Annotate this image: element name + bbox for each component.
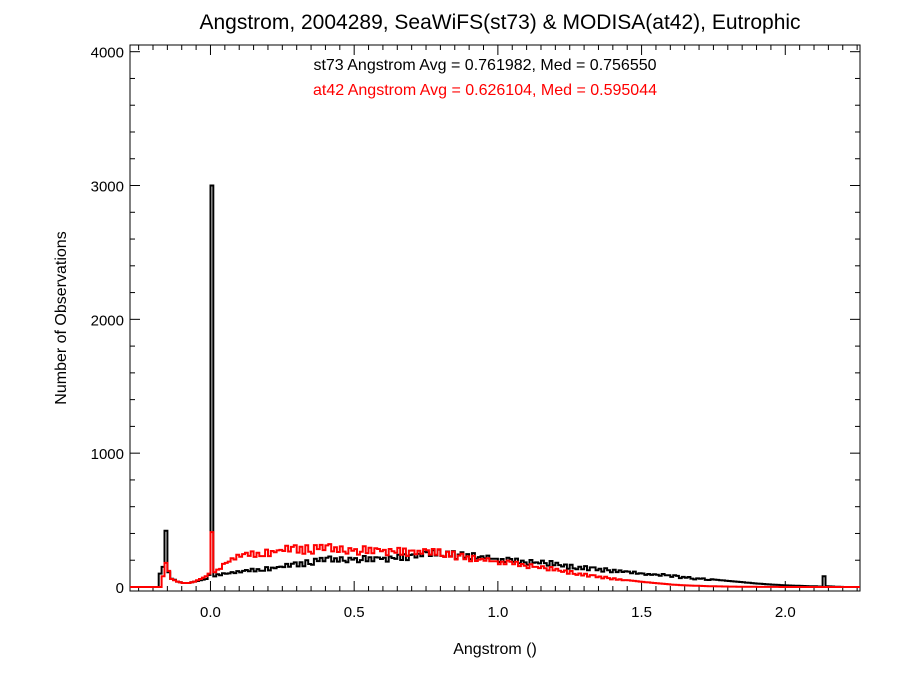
y-axis-label: Number of Observations xyxy=(53,231,70,404)
x-tick-label: 2.0 xyxy=(775,604,796,621)
histogram-series xyxy=(130,184,860,588)
plot-area-frame xyxy=(129,44,861,592)
x-tick-label: 1.5 xyxy=(631,604,652,621)
y-tick-label: 2000 xyxy=(91,312,124,329)
st73-stats-annotation: st73 Angstrom Avg = 0.761982, Med = 0.75… xyxy=(313,57,656,74)
x-tick-label: 0.0 xyxy=(200,604,221,621)
y-tick-label: 4000 xyxy=(91,45,124,62)
axis-ticks xyxy=(130,45,860,591)
x-tick-label: 0.5 xyxy=(344,604,365,621)
at42-histogram-line xyxy=(130,531,860,588)
st73-histogram-line xyxy=(130,184,860,588)
y-tick-label: 0 xyxy=(116,580,124,597)
at42-stats-annotation: at42 Angstrom Avg = 0.626104, Med = 0.59… xyxy=(313,82,657,99)
y-tick-label: 3000 xyxy=(91,179,124,196)
y-tick-label: 1000 xyxy=(91,446,124,463)
x-tick-label: 1.0 xyxy=(487,604,508,621)
axis-tick-labels: 0.0 0.5 1.0 1.5 2.0 0 1000 2000 3000 4000 xyxy=(91,45,796,621)
x-axis-label: Angstrom () xyxy=(453,641,537,658)
chart-title: Angstrom, 2004289, SeaWiFS(st73) & MODIS… xyxy=(199,11,800,34)
